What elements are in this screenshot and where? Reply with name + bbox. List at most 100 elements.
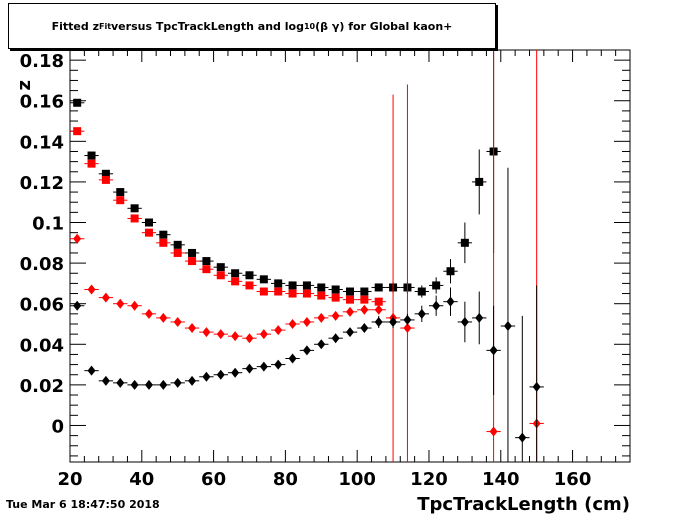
data-point-square [73,127,82,136]
data-point-diamond [346,327,354,338]
y-tick-label: 0.02 [20,376,64,397]
data-point-diamond [245,363,254,374]
data-point-diamond [73,300,82,311]
y-tick-label: 0.1 [32,214,64,235]
data-point-square [302,289,311,298]
data-point-diamond [87,284,96,295]
x-tick-label: 120 [410,469,448,490]
data-point-diamond [259,361,268,372]
data-point-square [346,295,354,304]
data-point-square [417,287,426,296]
x-tick-label: 100 [338,469,376,490]
data-point-square [360,295,369,304]
data-point-diamond [188,375,197,386]
x-axis-title: TpcTrackLength (cm) [417,494,630,514]
x-tick-label: 60 [201,469,226,490]
data-point-square [231,269,240,278]
data-point-diamond [288,353,297,364]
data-point-diamond [173,377,182,388]
data-point-square [87,159,96,168]
data-point-square [101,169,110,178]
data-point-diamond [144,379,153,390]
data-point-diamond [475,312,484,323]
y-tick-label: 0.14 [20,132,64,153]
data-point-square [446,267,455,276]
data-point-square [374,297,383,306]
y-tick-label: 0.06 [20,295,64,316]
data-point-diamond [202,327,211,338]
data-point-diamond [231,331,240,342]
data-point-diamond [374,304,383,315]
data-point-diamond [259,329,268,340]
data-point-square [259,275,268,284]
data-point-diamond [73,233,82,244]
data-point-diamond [274,359,283,370]
title-text-3: (β γ) for Global kaon+ [315,19,453,33]
data-point-square [360,287,369,296]
data-point-diamond [532,381,541,392]
data-point-square [144,228,153,237]
data-point-diamond [489,426,498,437]
data-point-square [317,283,326,292]
data-point-diamond [489,345,498,356]
data-point-square [475,177,484,186]
title-text-2: versus TpcTrackLength and log [111,19,304,33]
data-point-diamond [302,316,311,327]
y-tick-label: 0.16 [20,92,64,113]
y-tick-label: 0.04 [20,335,64,356]
data-point-square [317,291,326,300]
data-point-diamond [101,375,110,386]
data-point-diamond [417,308,426,319]
data-point-square [245,271,254,280]
data-point-square [274,287,283,296]
plot-frame [69,49,631,463]
datestamp: Tue Mar 6 18:47:50 2018 [6,498,160,511]
data-point-diamond [159,379,168,390]
data-point-square [288,289,297,298]
data-point-diamond [202,371,211,382]
x-tick-label: 160 [554,469,592,490]
y-tick-label: 0.08 [20,254,64,275]
data-point-diamond [317,339,326,350]
data-point-diamond [101,292,110,303]
data-point-square [216,263,225,272]
x-tick-label: 140 [482,469,520,490]
data-point-diamond [216,369,225,380]
data-point-diamond [87,365,96,376]
data-point-diamond [116,377,125,388]
data-point-square [188,257,197,266]
data-point-diamond [518,432,527,443]
data-point-diamond [432,300,441,311]
data-point-diamond [389,316,398,327]
data-point-square [259,287,268,296]
data-point-square [116,188,125,197]
data-point-diamond [173,316,182,327]
data-point-square [331,293,340,302]
data-point-diamond [403,314,412,325]
data-point-square [144,218,153,227]
data-point-square [130,204,139,213]
data-point-diamond [446,296,455,307]
data-point-square [216,271,225,280]
data-point-diamond [274,325,283,336]
data-point-diamond [288,318,297,329]
y-tick-label: 0.18 [20,51,64,72]
data-point-square [302,281,311,290]
chart-title: Fitted z Fit versus TpcTrackLength and lo… [8,3,496,49]
data-point-square [116,196,125,205]
data-point-diamond [216,329,225,340]
data-point-diamond [130,379,139,390]
y-tick-label: 0 [51,416,64,437]
data-point-diamond [403,323,412,334]
data-point-diamond [317,312,326,323]
data-point-diamond [116,298,125,309]
data-point-square [173,248,182,257]
data-point-diamond [245,333,254,344]
title-subscript-10: 10 [303,21,316,31]
data-point-square [331,285,340,294]
data-point-diamond [374,316,383,327]
data-point-square [346,287,354,296]
data-point-square [202,257,211,266]
data-point-diamond [503,321,512,332]
